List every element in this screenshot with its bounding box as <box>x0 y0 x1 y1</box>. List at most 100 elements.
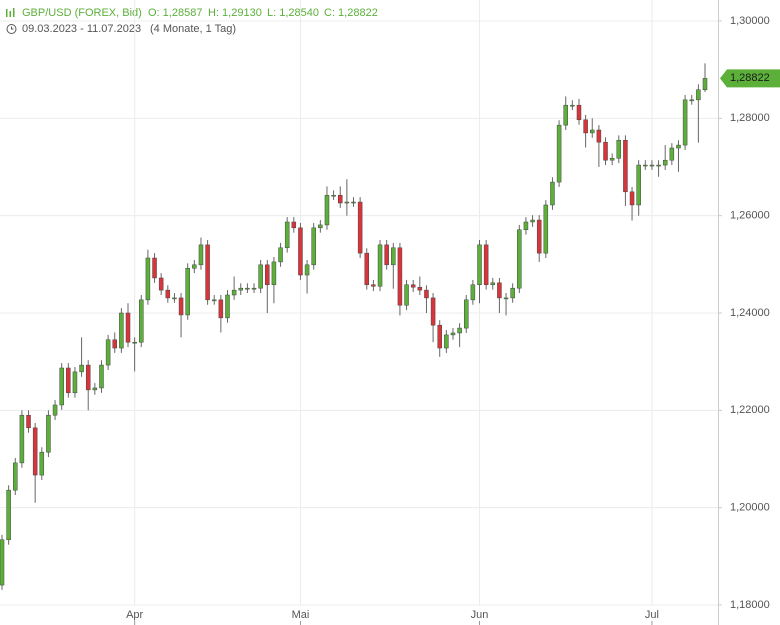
ohlc-close: C: 1,28822 <box>324 7 378 19</box>
candle-body <box>503 297 509 300</box>
candle-body <box>430 297 436 326</box>
candle-body <box>649 164 655 167</box>
candle-body <box>39 451 45 476</box>
candle-body <box>32 427 38 476</box>
candle-body <box>265 264 270 286</box>
candle-body <box>404 284 409 306</box>
candle-body <box>92 387 98 391</box>
candle-body <box>59 367 64 406</box>
y-tick-label: 1,24000 <box>730 307 770 319</box>
candle-body <box>682 99 688 146</box>
candle-body <box>139 299 144 343</box>
x-tick-label: Jun <box>471 609 489 621</box>
candle-body <box>52 404 58 416</box>
candle-body <box>371 284 376 287</box>
candle-body <box>231 289 237 296</box>
candle-body <box>483 244 489 286</box>
candle-body <box>19 414 25 464</box>
candle-body <box>543 204 549 254</box>
candle-body <box>463 299 469 329</box>
candle-body <box>490 282 496 286</box>
chart-icon <box>6 8 15 17</box>
candle-body <box>377 244 383 287</box>
candle-body <box>172 297 177 300</box>
candle-body <box>417 286 423 291</box>
ohlc-high: H: 1,29130 <box>208 7 262 19</box>
candle-body <box>517 229 522 289</box>
y-tick-label: 1,30000 <box>730 15 770 27</box>
candle-body <box>145 257 151 301</box>
candle-body <box>576 104 582 121</box>
candle-body <box>238 287 244 291</box>
candle-body <box>112 339 117 349</box>
ohlc-open: O: 1,28587 <box>148 7 202 19</box>
candle-body <box>344 201 350 204</box>
candle-body <box>225 294 230 319</box>
candle-body <box>410 284 416 288</box>
candle-body <box>662 159 668 166</box>
candle-body <box>391 247 396 266</box>
candle-body <box>523 221 529 231</box>
candle-body <box>125 312 131 343</box>
candle-body <box>318 224 323 229</box>
x-tick-label: Apr <box>126 609 143 621</box>
candle-body <box>152 257 157 279</box>
candle-body <box>271 261 277 286</box>
candle-body <box>218 299 224 319</box>
candle-body <box>337 194 343 204</box>
candle-body <box>636 164 641 206</box>
candle-body <box>211 299 217 302</box>
candle-body <box>331 194 336 197</box>
date-range: 09.03.2023 - 11.07.2023 <box>22 23 141 35</box>
candle-body <box>198 244 204 266</box>
candle-body <box>530 219 535 223</box>
candle-body <box>0 539 5 586</box>
candle-body <box>304 264 310 276</box>
candle-body <box>245 287 250 290</box>
candle-body <box>669 147 675 161</box>
candle-body <box>563 104 568 126</box>
candle-body <box>696 89 701 101</box>
candle-body <box>629 191 635 206</box>
candle-body <box>324 194 330 226</box>
candle-body <box>510 287 515 299</box>
x-tick-label: Jul <box>645 609 659 621</box>
candle-body <box>13 462 18 491</box>
candle-body <box>165 289 171 299</box>
candle-body <box>556 124 562 183</box>
ohlc-low: L: 1,28540 <box>267 7 319 19</box>
candle-body <box>72 371 78 394</box>
candle-body <box>424 289 429 299</box>
y-tick-label: 1,20000 <box>730 502 770 514</box>
candle-body <box>119 312 124 349</box>
candle-body <box>570 104 575 107</box>
candle-body <box>384 244 389 266</box>
candle-body <box>444 334 449 349</box>
candle-body <box>590 129 595 134</box>
candle-body <box>105 339 111 366</box>
candle-body <box>470 284 476 301</box>
candle-body <box>79 364 84 373</box>
candle-body <box>550 181 555 206</box>
candle-body <box>251 287 257 290</box>
candle-body <box>457 327 462 334</box>
candle-body <box>623 139 628 193</box>
candle-body <box>291 221 297 229</box>
candle-body <box>178 297 184 316</box>
candle-body <box>477 244 482 286</box>
candle-body <box>397 247 403 306</box>
candle-body <box>603 141 608 161</box>
candle-body <box>26 414 31 429</box>
y-tick-label: 1,28000 <box>730 112 770 124</box>
candle-body <box>616 139 622 159</box>
candle-body <box>132 341 137 344</box>
x-tick-label: Mai <box>292 609 310 621</box>
candle-body <box>205 244 210 301</box>
candle-body <box>656 164 661 167</box>
y-tick-label: 1,22000 <box>730 404 770 416</box>
candle-body <box>609 157 615 161</box>
candle-body <box>450 332 456 336</box>
symbol: GBP/USD (FOREX, Bid) <box>22 7 142 19</box>
clock-icon <box>6 24 17 34</box>
